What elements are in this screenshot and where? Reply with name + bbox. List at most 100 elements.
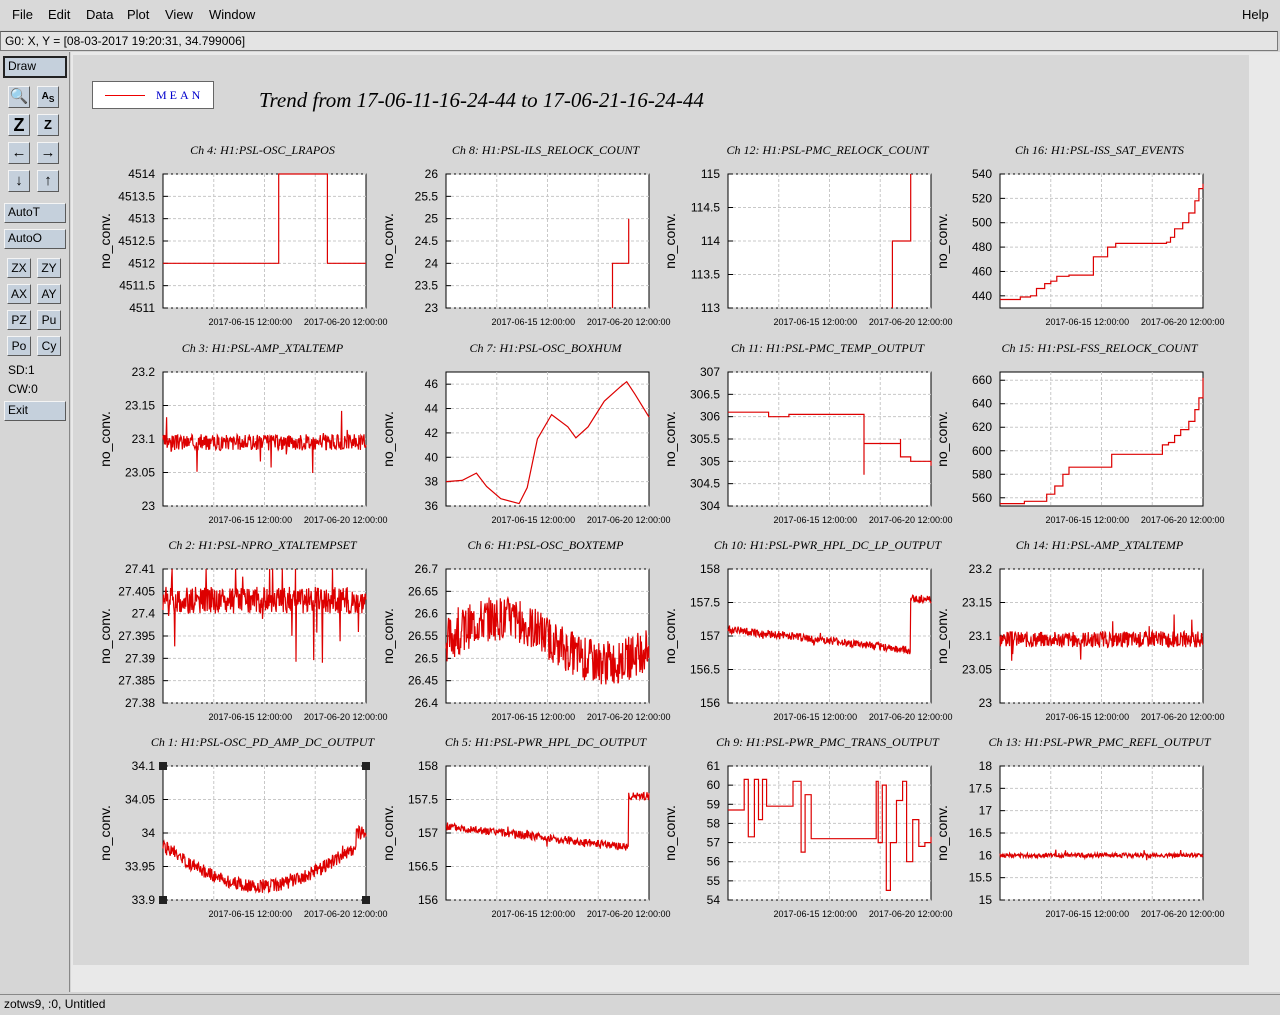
menu-window[interactable]: Window — [209, 7, 256, 22]
magnify-icon[interactable]: 🔍 — [8, 86, 30, 108]
y-tick-label: 23 — [142, 499, 156, 513]
y-tick-label: 26.55 — [408, 629, 438, 643]
cy-button[interactable]: Cy — [37, 336, 61, 356]
y-tick-label: 55 — [707, 874, 721, 888]
x-tick-label: 2017-06-20 12:00:00 — [304, 909, 388, 919]
y-tick-label: 26.4 — [415, 696, 439, 710]
legend-label: MEAN — [156, 88, 204, 102]
y-tick-label: 23.2 — [132, 365, 156, 379]
text-size-icon[interactable]: AS — [37, 86, 59, 108]
ax-button[interactable]: AX — [7, 284, 31, 304]
zoom-z-large-icon[interactable]: Z — [8, 114, 30, 136]
y-tick-label: 33.9 — [132, 893, 156, 907]
pu-button[interactable]: Pu — [37, 310, 61, 330]
data-series-line — [891, 174, 912, 308]
po-button[interactable]: Po — [7, 336, 31, 356]
y-tick-label: 304 — [700, 499, 720, 513]
y-tick-label: 44 — [425, 402, 439, 416]
pz-button[interactable]: PZ — [7, 310, 31, 330]
menu-help[interactable]: Help — [1242, 7, 1269, 22]
bottom-status-bar: zotws9, :0, Untitled — [0, 994, 1280, 1015]
x-tick-label: 2017-06-20 12:00:00 — [1141, 712, 1225, 722]
x-tick-label: 2017-06-15 12:00:00 — [1046, 317, 1130, 327]
y-axis-label: no_conv. — [662, 213, 678, 269]
y-tick-label: 56 — [707, 855, 721, 869]
autoo-button[interactable]: AutoO — [4, 229, 66, 249]
draw-button[interactable]: Draw — [3, 56, 67, 78]
y-tick-label: 36 — [425, 499, 439, 513]
y-tick-label: 54 — [707, 893, 721, 907]
arrow-right-icon[interactable]: → — [37, 142, 59, 164]
trend-title: Trend from 17-06-11-16-24-44 to 17-06-21… — [259, 88, 704, 112]
y-tick-label: 23 — [425, 301, 439, 315]
plot-title: Ch 16: H1:PSL-ISS_SAT_EVENTS — [1015, 143, 1184, 157]
selection-handle — [159, 896, 167, 904]
selection-handle — [362, 762, 370, 770]
y-tick-label: 23.5 — [415, 279, 439, 293]
y-tick-label: 27.395 — [118, 629, 155, 643]
y-tick-label: 60 — [707, 778, 721, 792]
menu-edit[interactable]: Edit — [48, 7, 71, 22]
y-tick-label: 18 — [979, 759, 993, 773]
menu-file[interactable]: File — [12, 7, 33, 22]
y-tick-label: 23.05 — [125, 466, 155, 480]
plot-title: Ch 14: H1:PSL-AMP_XTALTEMP — [1016, 538, 1184, 552]
x-tick-label: 2017-06-20 12:00:00 — [869, 712, 953, 722]
autot-button[interactable]: AutoT — [4, 203, 66, 223]
x-tick-label: 2017-06-15 12:00:00 — [492, 317, 576, 327]
y-tick-label: 27.41 — [125, 562, 155, 576]
plot-title: Ch 4: H1:PSL-OSC_LRAPOS — [190, 143, 335, 157]
data-series-line — [162, 410, 367, 474]
y-tick-label: 560 — [972, 491, 992, 505]
plot-panel-10: Ch 10: H1:PSL-PWR_HPL_DC_LP_OUTPUT 156 156… — [662, 538, 952, 722]
y-tick-label: 4511.5 — [119, 279, 155, 293]
y-tick-label: 26.7 — [415, 562, 439, 576]
x-tick-label: 2017-06-15 12:00:00 — [492, 909, 576, 919]
y-tick-label: 23.1 — [969, 629, 993, 643]
zy-button[interactable]: ZY — [37, 258, 61, 278]
ay-button[interactable]: AY — [37, 284, 61, 304]
y-tick-label: 156 — [700, 696, 720, 710]
x-tick-label: 2017-06-20 12:00:00 — [587, 712, 671, 722]
plot-title: Ch 6: H1:PSL-OSC_BOXTEMP — [468, 538, 625, 552]
y-tick-label: 26.6 — [415, 607, 439, 621]
arrow-left-icon[interactable]: ← — [8, 142, 30, 164]
y-tick-label: 114 — [701, 234, 720, 248]
data-series-line — [162, 824, 367, 894]
y-tick-label: 26.5 — [415, 651, 439, 665]
zx-button[interactable]: ZX — [7, 258, 31, 278]
y-tick-label: 305.5 — [690, 432, 720, 446]
x-tick-label: 2017-06-20 12:00:00 — [1141, 515, 1225, 525]
y-tick-label: 640 — [972, 397, 992, 411]
x-tick-label: 2017-06-15 12:00:00 — [492, 515, 576, 525]
exit-button[interactable]: Exit — [4, 401, 66, 421]
y-tick-label: 15 — [979, 893, 993, 907]
y-tick-label: 157.5 — [690, 596, 720, 610]
y-tick-label: 26 — [425, 167, 439, 181]
y-tick-label: 158 — [700, 562, 720, 576]
arrow-up-icon[interactable]: ↑ — [37, 170, 59, 192]
y-tick-label: 540 — [972, 167, 992, 181]
y-tick-label: 113.5 — [691, 268, 720, 282]
menu-data[interactable]: Data — [86, 7, 114, 22]
y-tick-label: 157.5 — [408, 793, 438, 807]
y-axis-label: no_conv. — [662, 608, 678, 664]
menu-plot[interactable]: Plot — [127, 7, 150, 22]
y-tick-label: 305 — [700, 454, 720, 468]
legend: MEAN — [92, 81, 214, 109]
y-axis-label: no_conv. — [934, 805, 950, 861]
y-tick-label: 157 — [418, 826, 438, 840]
tool-sidebar: Draw 🔍 AS Z Z ← → ↓ ↑ AutoT AutoO ZX ZY … — [0, 52, 70, 992]
x-tick-label: 2017-06-15 12:00:00 — [209, 909, 293, 919]
y-tick-label: 4511 — [129, 301, 155, 315]
y-tick-label: 23.15 — [962, 596, 992, 610]
zoom-z-small-icon[interactable]: Z — [37, 114, 59, 136]
y-tick-label: 27.405 — [118, 584, 155, 598]
plot-title: Ch 9: H1:PSL-PWR_PMC_TRANS_OUTPUT — [716, 735, 940, 749]
y-tick-label: 27.39 — [125, 651, 155, 665]
plot-panel-12: Ch 1: H1:PSL-OSC_PD_AMP_DC_OUTPUT 33.9 33.… — [97, 735, 387, 919]
arrow-down-icon[interactable]: ↓ — [8, 170, 30, 192]
y-tick-label: 304.5 — [690, 477, 720, 491]
y-tick-label: 59 — [707, 797, 721, 811]
menu-view[interactable]: View — [165, 7, 193, 22]
